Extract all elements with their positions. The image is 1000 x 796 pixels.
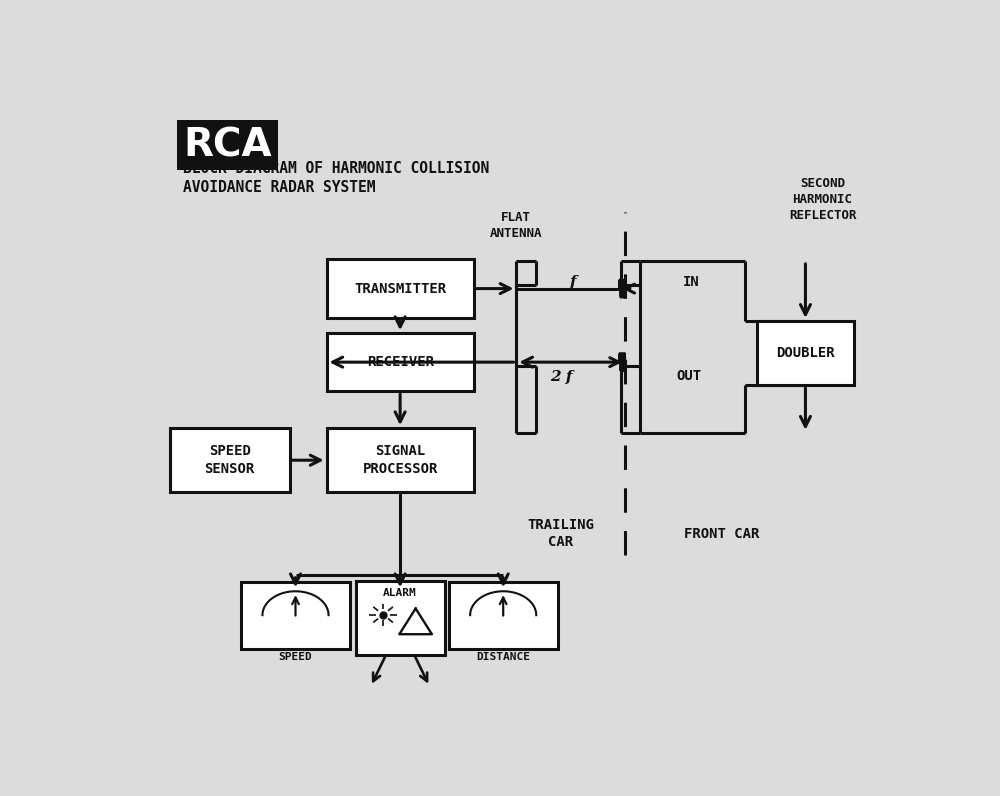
Text: FRONT CAR: FRONT CAR — [684, 527, 759, 540]
Text: RECEIVER: RECEIVER — [367, 355, 434, 369]
Text: OUT: OUT — [677, 369, 702, 383]
Text: 2 f: 2 f — [550, 370, 573, 384]
Text: SECOND
HARMONIC
REFLECTOR: SECOND HARMONIC REFLECTOR — [789, 178, 856, 222]
Text: TRANSMITTER: TRANSMITTER — [354, 282, 446, 295]
FancyBboxPatch shape — [449, 582, 558, 649]
Text: AVOIDANCE RADAR SYSTEM: AVOIDANCE RADAR SYSTEM — [183, 180, 376, 195]
FancyBboxPatch shape — [356, 581, 445, 654]
Text: IN: IN — [682, 275, 699, 290]
Text: ALARM: ALARM — [383, 588, 417, 599]
Text: DOUBLER: DOUBLER — [776, 346, 835, 360]
FancyBboxPatch shape — [757, 321, 854, 385]
FancyBboxPatch shape — [326, 333, 474, 392]
Text: RCA: RCA — [183, 127, 272, 164]
Text: f: f — [570, 275, 576, 290]
Text: TRAILING
CAR: TRAILING CAR — [527, 518, 594, 549]
Text: SPEED: SPEED — [279, 652, 312, 661]
Text: DISTANCE: DISTANCE — [476, 652, 530, 661]
FancyBboxPatch shape — [326, 428, 474, 493]
Text: SPEED
SENSOR: SPEED SENSOR — [205, 444, 255, 477]
Text: SIGNAL
PROCESSOR: SIGNAL PROCESSOR — [362, 444, 438, 477]
Text: BLOCK DIAGRAM OF HARMONIC COLLISION: BLOCK DIAGRAM OF HARMONIC COLLISION — [183, 161, 489, 176]
FancyBboxPatch shape — [241, 582, 350, 649]
Text: FLAT
ANTENNA: FLAT ANTENNA — [490, 211, 543, 240]
FancyBboxPatch shape — [326, 259, 474, 318]
FancyBboxPatch shape — [170, 428, 290, 493]
